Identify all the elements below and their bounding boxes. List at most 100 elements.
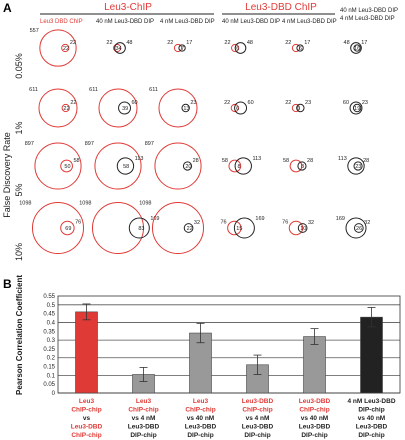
venn-r2-c2-circle-b <box>118 101 131 115</box>
venn-r2-c4-count-a: 22 <box>224 100 230 106</box>
venn-r4-c2-circle-b <box>128 217 150 239</box>
venn-r3-c4-overlap: 8 <box>238 164 241 170</box>
category-label-1-line-3: vs <box>83 415 91 422</box>
venn-r4-c4-circle-b <box>233 217 255 239</box>
venn-r3-c3-circle-b <box>182 161 193 171</box>
venn-r1-c6-overlap: 16 <box>354 46 360 52</box>
venn-r4-c3-circle-a <box>151 201 205 255</box>
venn-r2-c4-count-b: 60 <box>248 100 254 106</box>
venn-r4-c1-circle-b <box>60 220 75 236</box>
venn-r2-c3-count-b: 23 <box>190 100 196 106</box>
venn-r4-c6-circle-a <box>345 217 367 239</box>
group-leu3-chip: Leu3-ChIP <box>104 2 152 13</box>
venn-r3-c1-count-a: 897 <box>25 141 34 147</box>
y-tick-label-10: 0.5 <box>47 303 56 309</box>
category-label-1-line-4: Leu3-DBD <box>71 424 103 431</box>
col-header-5: 4 nM Leu3-DBD DIP <box>282 19 337 25</box>
category-label-3-line-4: Leu3-DBD <box>185 424 217 431</box>
venn-r4-c6-count-a: 169 <box>336 216 345 222</box>
venn-r3-c3-count-a: 897 <box>145 141 154 147</box>
venn-r1-c4-circle-b <box>234 42 247 54</box>
category-label-1-line-2: ChIP-chip <box>71 407 101 414</box>
bar-5 <box>303 336 326 394</box>
category-label-4-line-1: Leu3-DBD <box>242 398 274 405</box>
category-label-3-line-3: vs 40 nM <box>187 415 214 422</box>
venn-r1-c5-count-a: 22 <box>285 40 291 46</box>
venn-r3-c3-count-b: 28 <box>193 158 199 164</box>
venn-r3-c6-circle-a <box>347 157 365 175</box>
category-label-5-line-4: Leu3-DBD <box>299 424 331 431</box>
venn-r1-c4-overlap: 6 <box>236 46 239 52</box>
venn-r2-c5-circle-a <box>291 103 301 113</box>
venn-r2-c1-circle-b <box>61 103 70 113</box>
venn-r4-c3-count-b: 32 <box>194 220 200 226</box>
y-tick-label-4: 0.2 <box>47 356 56 362</box>
category-label-2-line-4: Leu3-DBD <box>128 424 160 431</box>
venn-r4-c4-count-b: 169 <box>255 216 264 222</box>
venn-r4-c1-count-b: 76 <box>75 219 81 225</box>
y-tick-label-11: 0.55 <box>43 294 55 300</box>
venn-r2-c1-circle-a <box>38 88 78 128</box>
venn-r2-c1-overlap: 22 <box>63 106 69 112</box>
venn-r2-c2-count-b: 60 <box>131 100 137 106</box>
plot-frame <box>57 295 401 394</box>
y-tick-label-7: 0.35 <box>43 329 55 335</box>
venn-r2-c5-count-b: 23 <box>305 100 311 106</box>
venn-r1-c5-circle-b <box>296 44 304 52</box>
category-label-2-line-5: DIP-chip <box>130 432 156 439</box>
venn-r1-c2-count-b: 48 <box>126 40 132 46</box>
venn-r4-c2-count-a: 1098 <box>79 200 91 206</box>
venn-r3-c2-count-a: 897 <box>85 141 94 147</box>
fdr-axis-label: False Discovery Rate <box>2 132 12 218</box>
category-label-6-line-3: vs 40 nM <box>358 415 385 422</box>
category-label-3-line-5: DIP-chip <box>187 432 213 439</box>
bar-1 <box>75 311 98 394</box>
venn-r4-c4-circle-a <box>227 220 242 236</box>
venn-r2-c2-overlap: 39 <box>122 106 128 112</box>
venn-r1-c5-overlap: 6 <box>299 46 302 52</box>
panel-b-label: B <box>3 277 12 291</box>
venn-r1-c2-count-a: 22 <box>106 40 112 46</box>
venn-r3-c4-count-b: 113 <box>252 156 261 162</box>
venn-r2-c6-overlap: 19 <box>354 106 360 112</box>
venn-r2-c4-circle-a <box>230 103 239 113</box>
col-header-6b: 4 nM Leu3-DBD DIP <box>340 16 395 22</box>
venn-r2-c3-circle-a <box>158 88 198 128</box>
category-label-6-line-1: 4 nM Leu3-DBD <box>347 398 395 405</box>
venn-r4-c5-circle-b <box>297 223 308 233</box>
venn-r1-c1-count-a: 557 <box>30 28 39 34</box>
venn-r1-c2-circle-b <box>114 42 126 54</box>
col-header-3: 4 nM Leu3-DBD DIP <box>160 19 215 25</box>
venn-r3-c6-count-b: 28 <box>363 158 369 164</box>
venn-r3-c5-count-a: 58 <box>283 158 289 164</box>
venn-r4-c1-overlap: 69 <box>65 226 71 232</box>
venn-r3-c5-circle-a <box>289 159 303 173</box>
venn-r1-c6-circle-b <box>353 44 361 52</box>
venn-r2-c3-overlap: 13 <box>183 106 189 112</box>
category-label-5-line-1: Leu3-DBD <box>299 398 331 405</box>
venn-r1-c2-overlap: 34 <box>116 46 122 52</box>
y-tick-label-8: 0.4 <box>47 320 56 326</box>
bar-chart: 0 0.05 0.1 0.15 0.2 0.25 0.3 0.35 0.4 0.45 0.5 0.55… <box>43 294 401 439</box>
venn-r2-c3-count-a: 611 <box>149 87 158 93</box>
venn-r3-c5-count-b: 28 <box>307 158 313 164</box>
row-label-1: 0.05% <box>14 53 24 79</box>
venn-r1-c4-count-b: 48 <box>247 40 253 46</box>
venn-r3-c4-circle-b <box>234 157 252 175</box>
col-header-4: 40 nM Leu3-DBD DIP <box>222 19 280 25</box>
venn-r3-c3-circle-a <box>154 142 202 190</box>
venn-r4-c2-overlap: 83 <box>138 226 144 232</box>
y-tick-label-3: 0.15 <box>43 365 55 371</box>
venn-r3-c1-count-b: 58 <box>73 158 79 164</box>
venn-r3-c2-overlap: 58 <box>123 164 129 170</box>
category-label-4-line-2: ChIP-chip <box>242 407 272 414</box>
venn-r2-c1-count-b: 22 <box>70 100 76 106</box>
group-dbd-chip: Leu3-DBD ChIP <box>245 2 317 13</box>
venn-r3-c4-count-a: 58 <box>222 158 228 164</box>
category-label-2-line-2: ChIP-chip <box>128 407 158 414</box>
category-label-2-line-3: vs 4 nM <box>132 415 156 422</box>
category-label-4-line-3: vs 4 nM <box>246 415 270 422</box>
venn-r4-c6-count-b: 32 <box>364 220 370 226</box>
